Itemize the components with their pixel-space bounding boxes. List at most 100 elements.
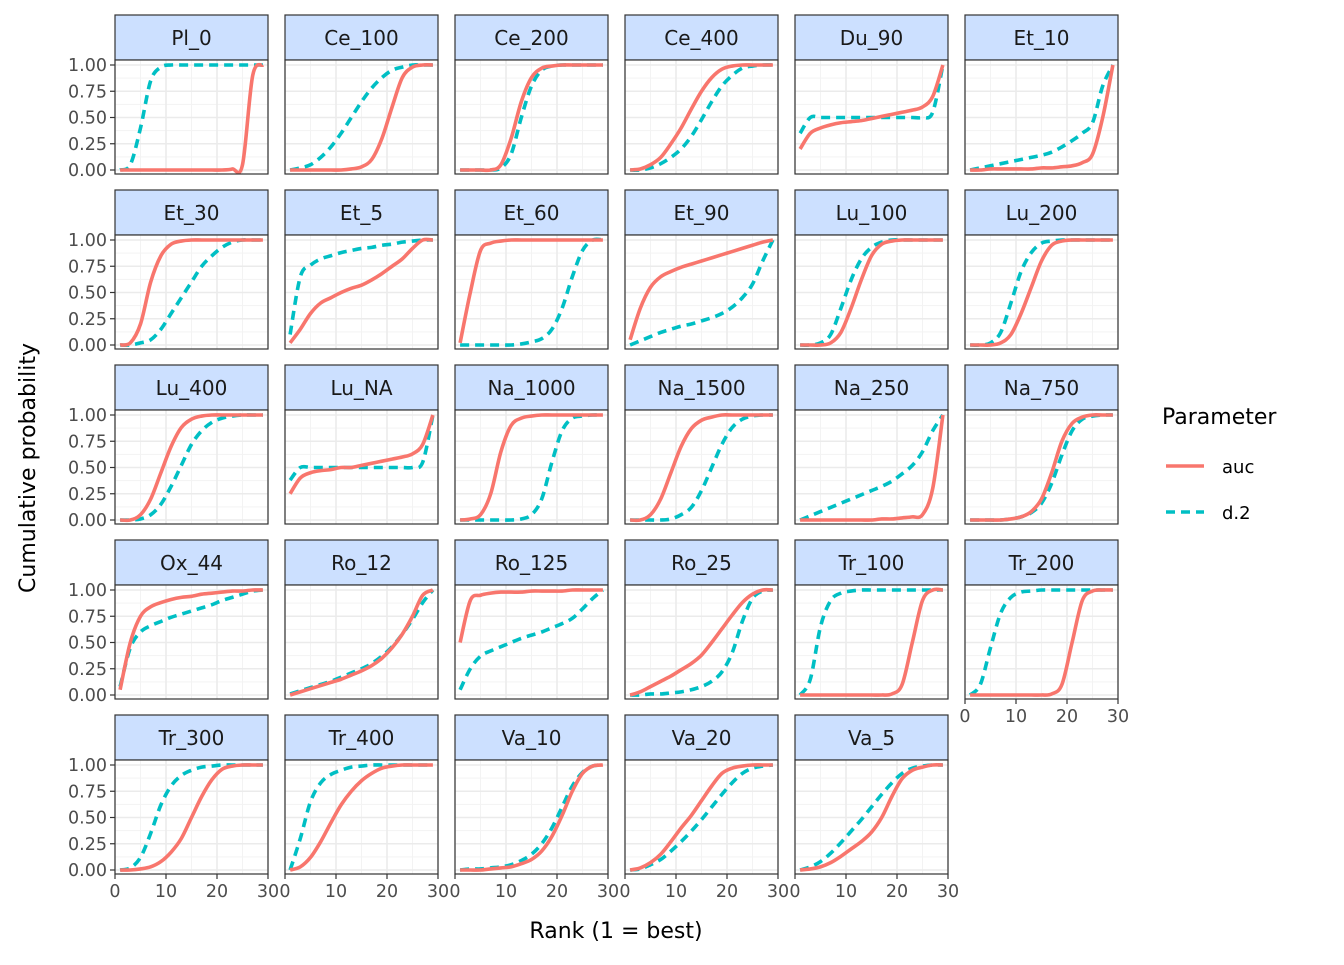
- y-tick-label: 0.75: [68, 607, 107, 627]
- y-tick-label: 0.75: [68, 257, 107, 277]
- x-tick-label: 0: [619, 882, 630, 902]
- series-line-auc: [458, 238, 603, 344]
- facet-panel: Et_30 0.00 0.25 0.50 0.75 1.00: [68, 189, 269, 356]
- facet-panel: Et_5: [284, 189, 439, 350]
- panel-border: [964, 409, 1119, 525]
- series-line-auc: [629, 587, 773, 697]
- y-tick-label: 0.25: [68, 310, 107, 330]
- facet-panel: Ro_125: [454, 539, 609, 700]
- panel-border: [794, 584, 949, 700]
- strip-label: Ro_25: [671, 551, 732, 575]
- strip-background: [114, 14, 269, 61]
- y-tick-label: 0.25: [68, 135, 107, 155]
- series-line-d2: [288, 238, 433, 335]
- panel-border: [794, 234, 949, 350]
- strip-background: [964, 14, 1119, 61]
- panel-border: [794, 409, 949, 525]
- facet-panel: Tr_100: [794, 539, 949, 700]
- strip-background: [454, 714, 609, 761]
- series-line-auc: [290, 63, 433, 172]
- y-tick-label: 0.50: [68, 109, 107, 129]
- series-line-auc: [119, 238, 263, 347]
- strip-background: [114, 364, 269, 411]
- panel-border: [624, 59, 779, 175]
- strip-background: [964, 189, 1119, 236]
- series-line-auc: [628, 238, 774, 341]
- y-tick-label: 0.75: [68, 432, 107, 452]
- y-tick-label: 0.25: [68, 835, 107, 855]
- y-tick-label: 0.00: [68, 686, 107, 706]
- series-line-auc: [458, 588, 603, 643]
- legend-label: auc: [1222, 457, 1254, 478]
- strip-background: [794, 14, 949, 61]
- strip-background: [454, 189, 609, 236]
- series-line-auc: [288, 237, 434, 344]
- series-line-auc: [970, 588, 1113, 697]
- facet-panel: Va_5 0 10 20 30: [789, 714, 959, 902]
- panel-border: [624, 759, 779, 875]
- x-tick-label: 20: [886, 882, 908, 902]
- y-axis-title: Cumulative probability: [16, 343, 41, 593]
- facet-panel: Pl_0 0.00 0.25 0.50 0.75 1.00: [68, 14, 269, 181]
- strip-label: Et_30: [164, 201, 220, 225]
- panel-border: [794, 759, 949, 875]
- strip-label: Ce_100: [324, 26, 398, 50]
- x-axis-title: Rank (1 = best): [529, 919, 702, 944]
- series-line-auc: [970, 413, 1113, 522]
- x-tick-label: 10: [325, 882, 347, 902]
- series-line-auc: [800, 587, 944, 697]
- strip-background: [114, 539, 269, 586]
- y-tick-label: 0.50: [68, 459, 107, 479]
- series-line-auc: [630, 413, 773, 523]
- series-line-auc: [460, 63, 603, 173]
- panel-border: [284, 759, 439, 875]
- y-tick-label: 0.00: [68, 336, 107, 356]
- strip-label: Lu_200: [1006, 201, 1078, 225]
- panel-border: [964, 234, 1119, 350]
- facet-panel: Ox_44 0.00 0.25 0.50 0.75 1.00: [68, 539, 269, 706]
- strip-label: Ro_12: [331, 551, 392, 575]
- series-line-auc: [118, 588, 263, 691]
- strip-label: Du_90: [840, 26, 904, 50]
- facet-panel: Na_250: [794, 364, 949, 525]
- x-tick-label: 20: [546, 882, 568, 902]
- y-tick-label: 0.50: [68, 809, 107, 829]
- strip-background: [454, 364, 609, 411]
- facet-panel: Lu_400 0.00 0.25 0.50 0.75 1.00: [68, 364, 269, 531]
- panel-border: [454, 759, 609, 875]
- y-tick-label: 1.00: [68, 231, 107, 251]
- y-tick-label: 0.00: [68, 161, 107, 181]
- facet-panel: Tr_300 0.00 0.25 0.50 0.75 1.00 0 10 20 30: [68, 714, 279, 902]
- series-line-d2: [799, 763, 943, 872]
- panel-border: [624, 409, 779, 525]
- y-tick-label: 0.00: [68, 861, 107, 881]
- strip-label: Tr_100: [838, 551, 905, 575]
- series-line-auc: [970, 238, 1113, 347]
- panel-border: [624, 584, 779, 700]
- legend: Parameter auc d.2: [1162, 405, 1277, 524]
- y-tick-label: 1.00: [68, 581, 107, 601]
- strip-label: Ce_200: [494, 26, 568, 50]
- panel-border: [454, 584, 609, 700]
- strip-background: [454, 539, 609, 586]
- legend-label: d.2: [1222, 503, 1251, 524]
- series-line-d2: [629, 239, 775, 347]
- strip-background: [624, 714, 779, 761]
- facet-panel: Ro_12: [284, 539, 439, 700]
- panel-border: [454, 234, 609, 350]
- strip-background: [284, 539, 439, 586]
- strip-background: [964, 539, 1119, 586]
- strip-label: Tr_400: [328, 726, 395, 750]
- facet-panel: Ce_100: [284, 14, 439, 175]
- strip-label: Et_90: [674, 201, 730, 225]
- x-tick-label: 0: [279, 882, 290, 902]
- facet-panel: Ce_200: [454, 14, 609, 175]
- series-line-d2: [119, 63, 263, 172]
- series-line-auc: [970, 64, 1115, 172]
- panel-border: [964, 59, 1119, 175]
- y-tick-label: 0.75: [68, 782, 107, 802]
- x-tick-label: 10: [495, 882, 517, 902]
- x-tick-label: 20: [376, 882, 398, 902]
- y-tick-label: 0.25: [68, 660, 107, 680]
